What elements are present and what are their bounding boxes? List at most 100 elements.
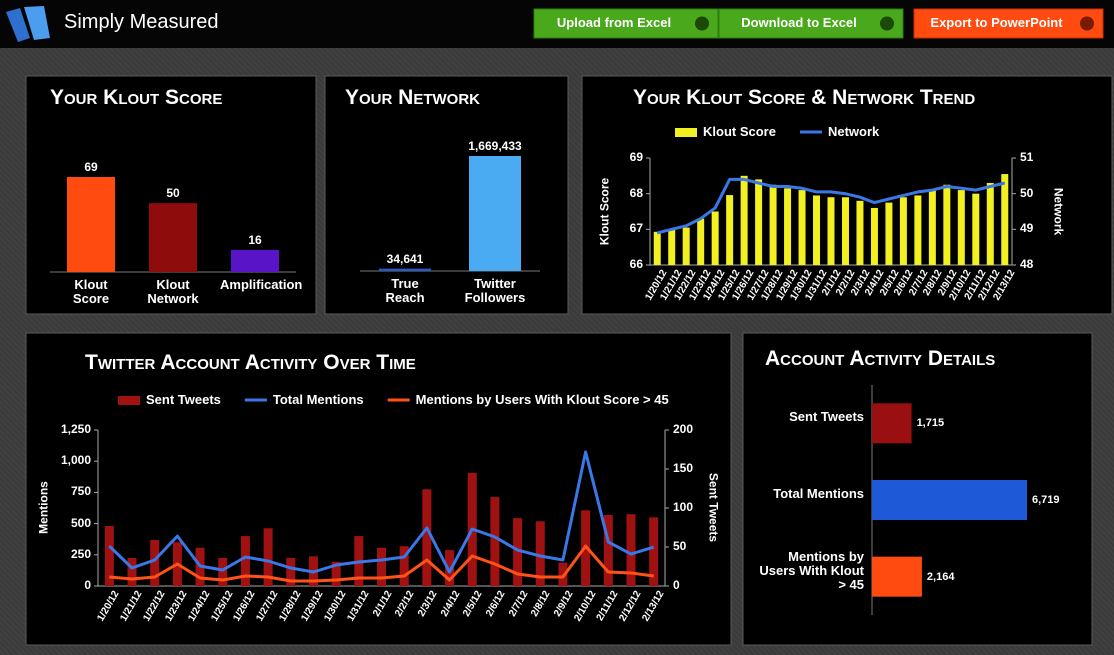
bar <box>986 182 994 265</box>
bar <box>972 193 980 265</box>
bar <box>769 184 777 265</box>
y-tick-label: 68 <box>629 185 643 200</box>
bar <box>218 557 228 586</box>
chart-title: Account Activity Details <box>765 347 996 370</box>
bar <box>872 403 912 444</box>
bar <box>513 518 523 586</box>
bar <box>813 195 821 265</box>
line <box>656 177 1006 235</box>
x-tick-label: Amplification <box>220 277 303 292</box>
y2-tick-label: 50 <box>1020 185 1034 200</box>
y2-tick-label: 0 <box>673 578 680 592</box>
panel <box>324 75 569 315</box>
y2-axis-label: Sent Tweets <box>706 472 721 543</box>
y-tick-label: 1,250 <box>60 422 91 436</box>
bar <box>928 190 936 265</box>
button-icon[interactable] <box>695 16 709 31</box>
bar <box>377 547 386 586</box>
x-tick-label: Klout Network <box>147 277 199 306</box>
bar <box>841 197 849 265</box>
y-tick-label: 0 <box>84 578 91 592</box>
legend-swatch <box>675 128 697 137</box>
legend-label: Mentions by Users With Klout Score > 45 <box>415 392 669 407</box>
button-label[interactable]: Export to PowerPoint <box>930 15 1063 30</box>
x-tick-label: True Reach <box>385 276 425 305</box>
button-icon[interactable] <box>880 16 894 31</box>
bar <box>885 202 893 265</box>
y-tick-label: 66 <box>629 257 643 271</box>
bar <box>870 207 878 265</box>
data-label: 34,641 <box>386 251 424 266</box>
y2-tick-label: 49 <box>1020 221 1034 236</box>
data-label: 6,719 <box>1032 494 1060 506</box>
button[interactable] <box>533 8 719 39</box>
logo-icon <box>24 6 50 40</box>
bar <box>755 179 763 265</box>
bar <box>149 203 197 272</box>
data-label: 50 <box>166 186 180 201</box>
bar <box>240 536 250 586</box>
bar <box>286 557 296 586</box>
data-label: 69 <box>84 160 98 174</box>
chart-title: Your Klout Score <box>50 86 223 109</box>
data-label: 16 <box>248 232 262 247</box>
y2-tick-label: 150 <box>673 461 694 475</box>
bar <box>827 197 835 265</box>
bar <box>740 175 748 265</box>
y2-tick-label: 50 <box>673 539 687 553</box>
button[interactable] <box>913 8 1104 39</box>
button-label[interactable]: Upload from Excel <box>556 15 672 30</box>
panel <box>25 332 732 646</box>
button-label[interactable]: Download to Excel <box>741 15 857 30</box>
chart-title: Your Klout Score & Network Trend <box>633 86 976 109</box>
bar <box>856 200 864 265</box>
line <box>108 450 655 574</box>
data-label: 2,164 <box>926 570 955 583</box>
y-tick-label: 250 <box>70 546 91 561</box>
y-tick-label: Mentions by Users With Klout > 45 <box>759 548 864 592</box>
bar <box>726 195 734 265</box>
bar <box>331 561 341 586</box>
bar <box>422 489 432 586</box>
y-axis-label: Mentions <box>36 481 51 534</box>
bar <box>490 497 500 586</box>
legend-label: Network <box>827 124 880 139</box>
y2-tick-label: 48 <box>1020 257 1034 271</box>
bar <box>263 528 273 586</box>
y2-tick-label: 100 <box>673 500 694 514</box>
y-tick-label: Sent Tweets <box>789 409 864 425</box>
x-tick-label: Twitter Followers <box>464 276 526 305</box>
data-label: 1,669,433 <box>468 139 522 153</box>
y-axis-label: Klout Score <box>597 177 612 245</box>
button-icon[interactable] <box>1080 16 1094 31</box>
bar <box>469 156 521 271</box>
bar <box>711 211 719 265</box>
bar <box>653 231 661 265</box>
bar <box>943 184 951 265</box>
bar <box>558 562 568 586</box>
y2-tick-label: 51 <box>1020 150 1034 164</box>
bar <box>872 480 1027 520</box>
chart-title: Your Network <box>345 86 480 109</box>
legend-swatch <box>118 396 140 405</box>
y2-tick-label: 200 <box>673 422 694 436</box>
bar <box>535 521 545 586</box>
x-tick-label: Klout Score <box>72 277 110 306</box>
bar <box>798 190 806 265</box>
bar <box>67 177 115 272</box>
logo-icon <box>6 8 30 42</box>
chart-title: Twitter Account Activity Over Time <box>85 351 416 374</box>
bar <box>231 249 279 272</box>
y-tick-label: 69 <box>629 150 643 164</box>
bar <box>784 188 792 265</box>
button[interactable] <box>718 8 904 39</box>
legend-label: Total Mentions <box>272 392 364 407</box>
bar <box>668 229 676 265</box>
bar <box>1001 174 1009 265</box>
y-tick-label: 750 <box>70 484 91 499</box>
y-tick-label: 1,000 <box>60 453 91 468</box>
bar <box>150 539 160 586</box>
logo-text: Simply Measured <box>64 11 219 33</box>
